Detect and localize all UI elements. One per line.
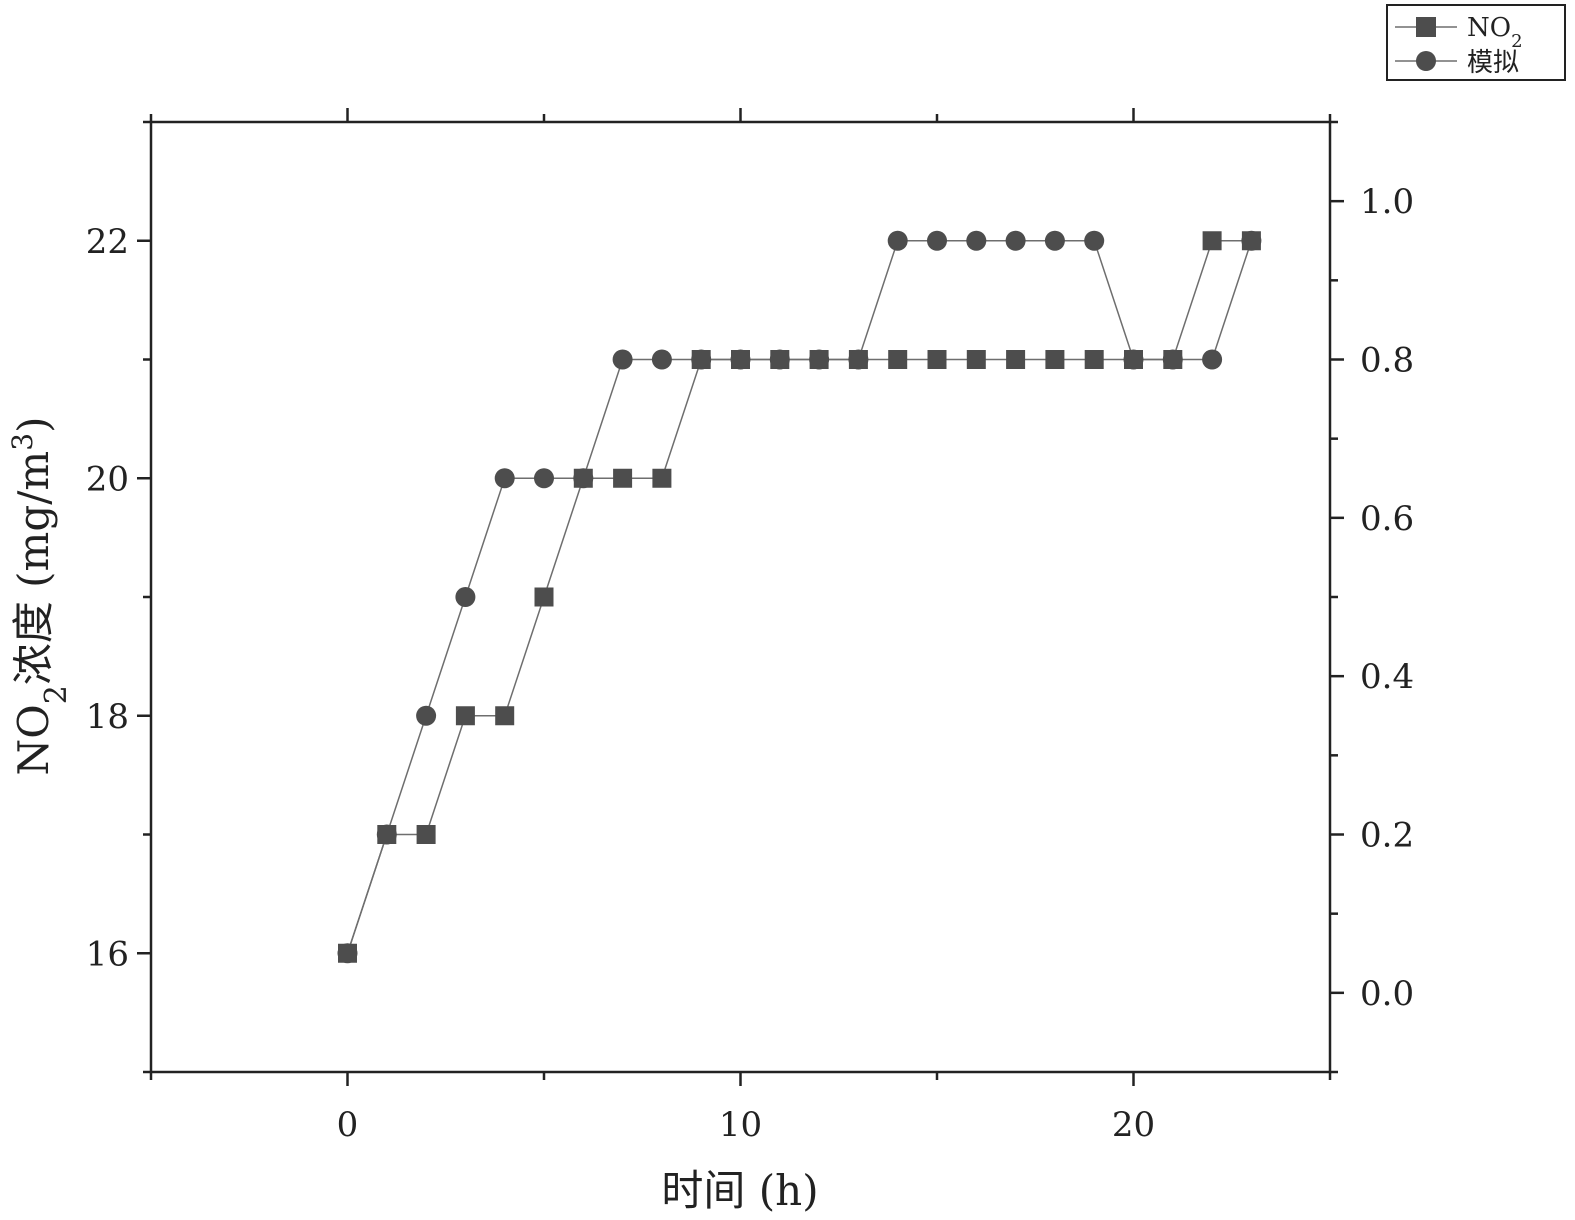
y-tick-label: 18 (86, 697, 129, 737)
data-point-no2 (927, 350, 947, 369)
data-point-sim (1084, 230, 1105, 251)
data-point-sim (1241, 230, 1262, 251)
legend-label-sim: 模拟 (1467, 48, 1519, 78)
plot-frame (149, 120, 1332, 1074)
data-point-sim (927, 230, 947, 251)
data-point-sim (1162, 349, 1183, 370)
data-point-sim (455, 587, 476, 607)
data-point-no2 (495, 706, 515, 726)
y-tick-label: 20 (86, 459, 129, 499)
data-point-sim (534, 468, 554, 489)
y2-tick-label: 0.6 (1360, 499, 1414, 539)
data-point-sim (1044, 230, 1065, 251)
series-line-no2 (346, 240, 1252, 954)
x-tick-label: 0 (337, 1105, 359, 1145)
data-point-sim (573, 468, 594, 489)
y2-tick-label: 1.0 (1360, 182, 1414, 222)
data-point-sim (416, 705, 437, 726)
data-point-no2 (416, 825, 436, 844)
data-series (337, 230, 1262, 964)
data-point-no2 (613, 468, 633, 488)
legend-label-no2: NO2 (1467, 13, 1523, 52)
data-point-sim (1202, 349, 1223, 370)
data-point-sim (769, 349, 790, 370)
legend: NO2 模拟 (1386, 4, 1566, 81)
data-point-sim (376, 824, 397, 845)
y2-tick-label: 0.0 (1360, 974, 1414, 1014)
data-point-sim (887, 230, 908, 251)
data-point-no2 (888, 350, 908, 369)
data-point-sim (337, 943, 358, 964)
data-point-sim (966, 230, 987, 251)
data-point-no2 (455, 706, 475, 726)
series-line-sim (346, 240, 1253, 954)
x-tick-label: 10 (719, 1105, 762, 1145)
y2-tick-label: 0.8 (1360, 341, 1414, 381)
data-point-sim (494, 468, 515, 489)
y-tick-label: 16 (86, 934, 129, 974)
data-point-sim (1123, 349, 1144, 370)
data-point-no2 (1084, 350, 1104, 369)
y2-tick-label: 0.4 (1360, 657, 1414, 697)
data-point-sim (612, 349, 633, 370)
y2-tick-label: 0.2 (1360, 816, 1414, 856)
y-tick-label: 22 (86, 222, 129, 262)
axis-ticks: 0 10 20 16 18 20 22 0.0 0.2 0.4 0.6 0.8 1.0 (86, 108, 1414, 1145)
x-axis-title: 时间 (h) (661, 1166, 818, 1215)
data-point-no2 (1006, 350, 1026, 369)
x-tick-label: 20 (1112, 1105, 1155, 1145)
data-point-no2 (966, 350, 986, 369)
legend-marker-circle (1416, 51, 1436, 71)
data-point-sim (651, 349, 672, 370)
data-point-sim (691, 349, 712, 370)
legend-marker-square (1416, 17, 1436, 37)
data-point-sim (809, 349, 830, 370)
data-point-no2 (1202, 231, 1222, 251)
y-axis-title: NO2浓度 (mg/m3) (6, 417, 74, 776)
data-point-sim (1005, 230, 1026, 251)
data-point-no2 (652, 468, 672, 488)
data-point-no2 (534, 587, 554, 607)
data-point-no2 (1045, 350, 1065, 369)
data-point-sim (848, 349, 869, 370)
data-point-sim (730, 349, 751, 370)
